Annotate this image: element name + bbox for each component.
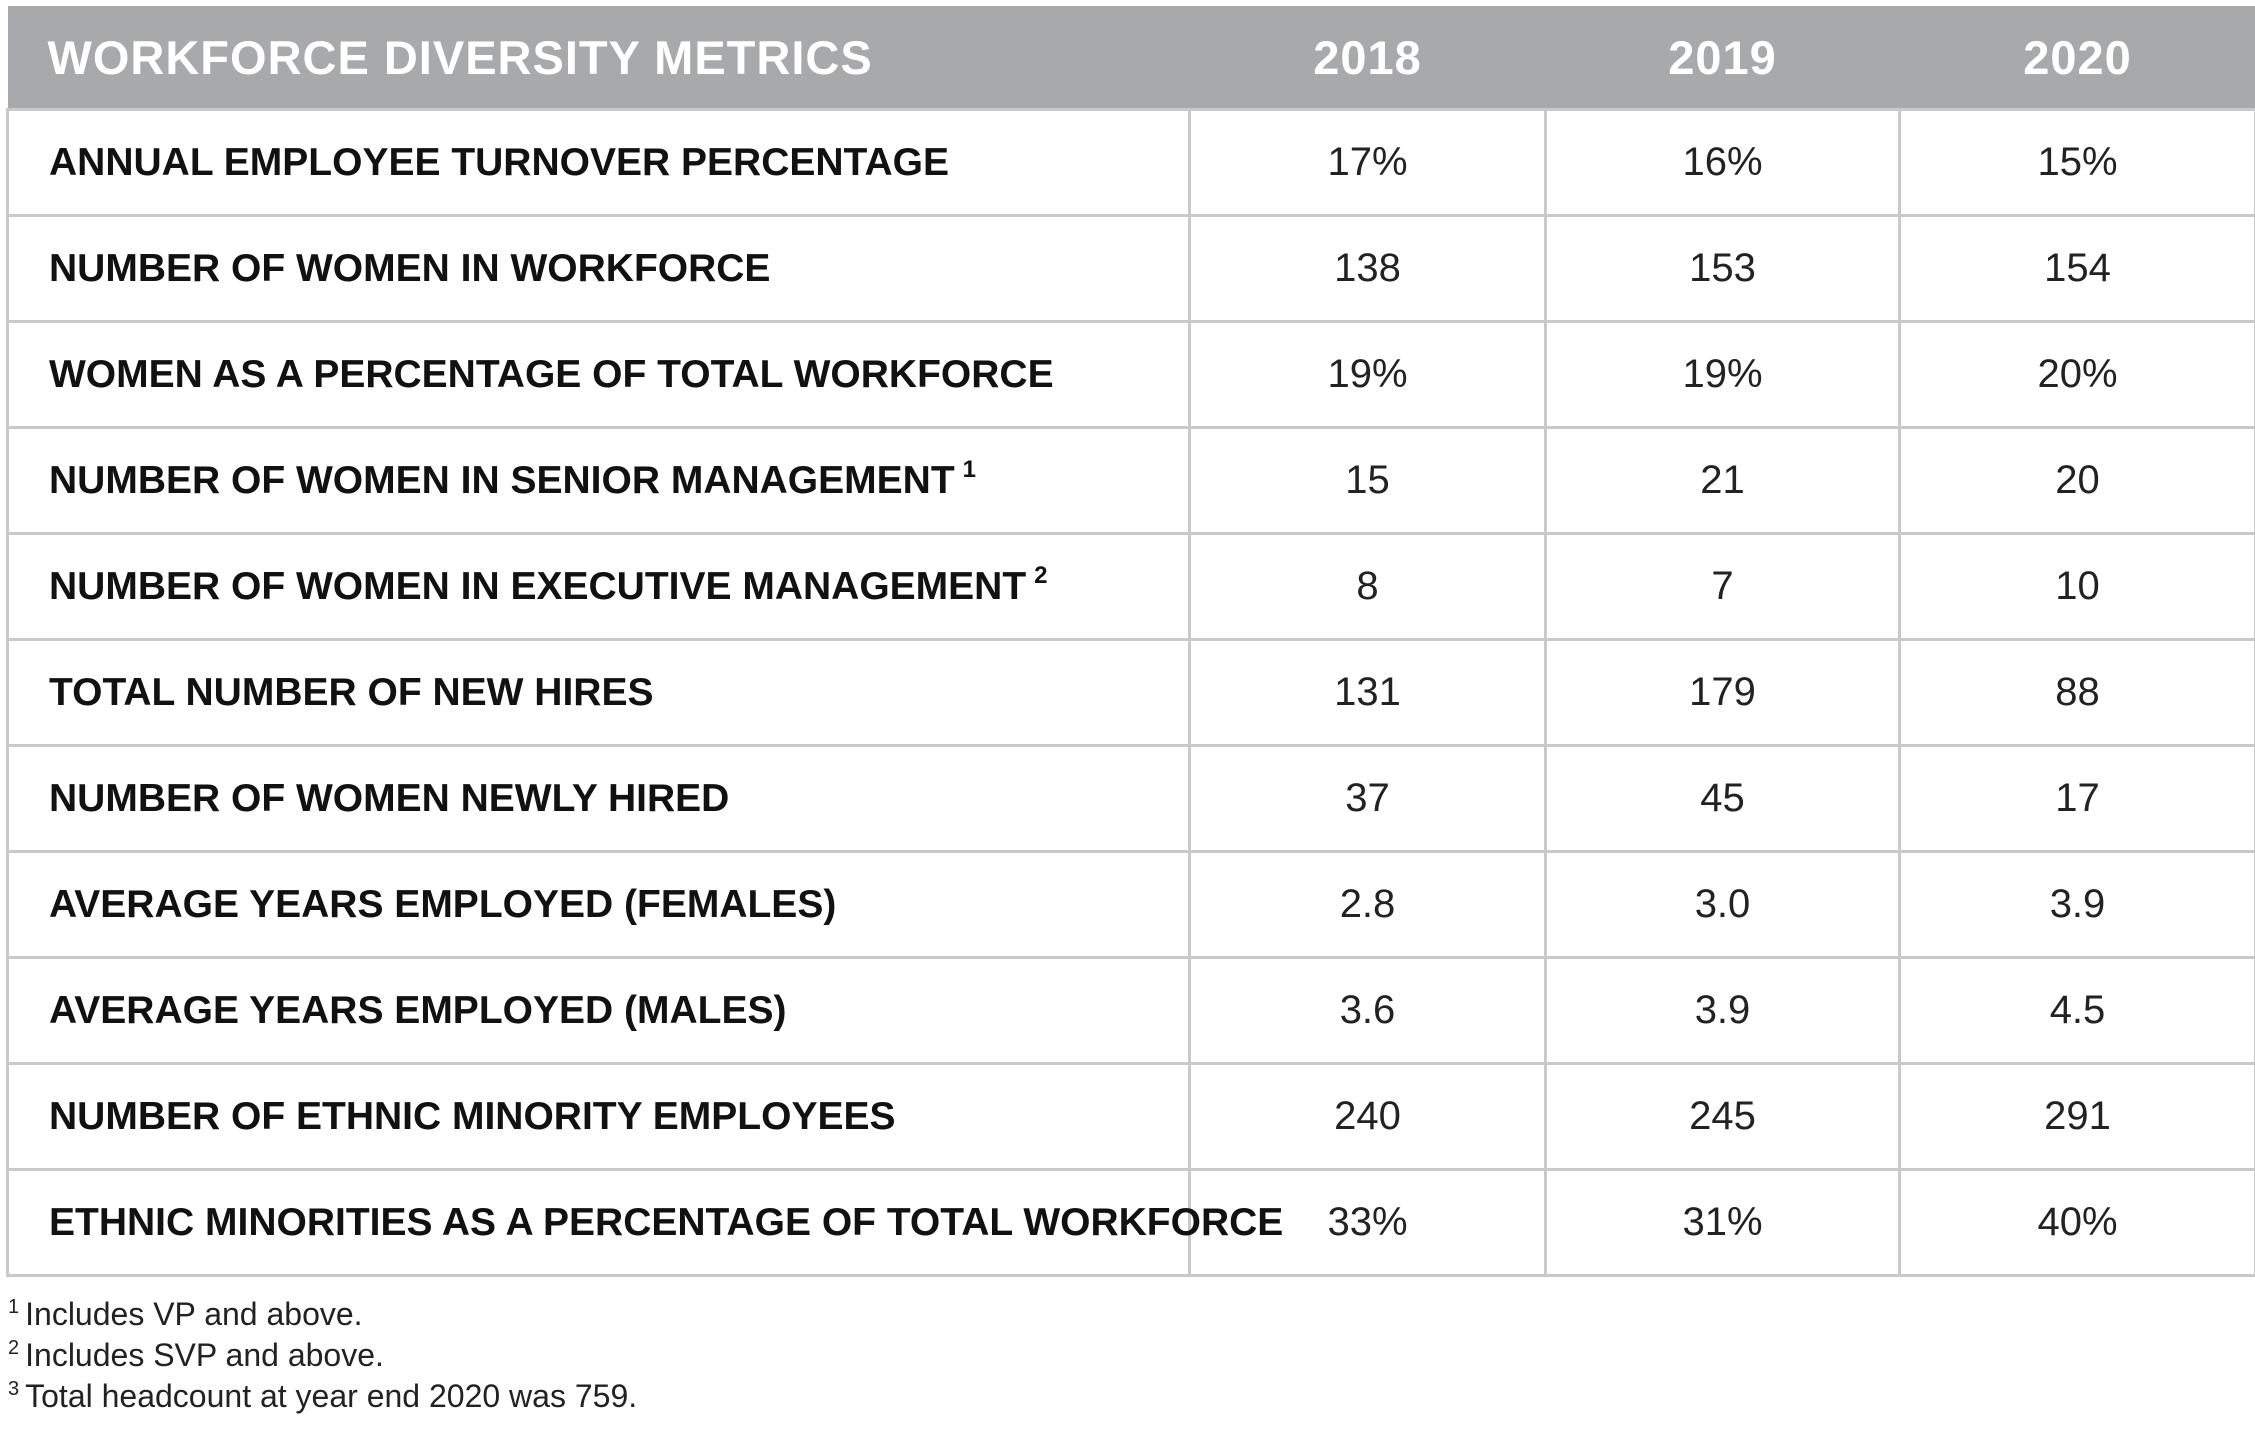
metric-value-2019: 21 [1544, 426, 1901, 535]
metric-label-cell: NUMBER OF ETHNIC MINORITY EMPLOYEES [6, 1062, 1191, 1171]
footnotes: 1 Includes VP and above. 2 Includes SVP and… [8, 1294, 637, 1417]
year-header-2019: 2019 [1545, 6, 1900, 110]
metric-label-cell: ANNUAL EMPLOYEE TURNOVER PERCENTAGE [6, 108, 1191, 217]
metric-label-cell: AVERAGE YEARS EMPLOYED (MALES) [6, 956, 1191, 1065]
metric-value-2018: 15 [1188, 426, 1547, 535]
table-row: NUMBER OF WOMEN IN SENIOR MANAGEMENT 1 15 2… [6, 426, 2255, 535]
metric-value-2020: 20 [1898, 426, 2255, 535]
metric-value-2020: 10 [1898, 532, 2255, 641]
metric-value-2019: 7 [1544, 532, 1901, 641]
table-row: AVERAGE YEARS EMPLOYED (MALES) 3.6 3.9 4.5 [6, 956, 2255, 1065]
metric-value-2018: 37 [1188, 744, 1547, 853]
year-header-2018: 2018 [1189, 6, 1546, 110]
metric-value-2020: 3.9 [1898, 850, 2255, 959]
table-body: ANNUAL EMPLOYEE TURNOVER PERCENTAGE 17% 16… [6, 108, 2255, 1277]
metric-value-2018: 19% [1188, 320, 1547, 429]
table-row: NUMBER OF WOMEN IN WORKFORCE 138 153 154 [6, 214, 2255, 323]
metric-value-2018: 2.8 [1188, 850, 1547, 959]
table-row: NUMBER OF ETHNIC MINORITY EMPLOYEES 240 24… [6, 1062, 2255, 1171]
metric-value-2018: 33% [1188, 1168, 1547, 1277]
metric-value-2019: 245 [1544, 1062, 1901, 1171]
metric-value-2019: 45 [1544, 744, 1901, 853]
metric-label: TOTAL NUMBER OF NEW HIRES [49, 670, 654, 714]
table-row: ETHNIC MINORITIES AS A PERCENTAGE OF TOT… [6, 1168, 2255, 1277]
metric-label-cell: NUMBER OF WOMEN NEWLY HIRED [6, 744, 1191, 853]
metric-value-2020: 88 [1898, 638, 2255, 747]
table-row: NUMBER OF WOMEN IN EXECUTIVE MANAGEMENT 2… [6, 532, 2255, 641]
metric-value-2020: 154 [1898, 214, 2255, 323]
metric-value-2020: 40% [1898, 1168, 2255, 1277]
table-row: ANNUAL EMPLOYEE TURNOVER PERCENTAGE 17% 16… [6, 108, 2255, 217]
metric-value-2020: 20% [1898, 320, 2255, 429]
metric-label-cell: ETHNIC MINORITIES AS A PERCENTAGE OF TOT… [6, 1168, 1283, 1277]
metric-label-cell: TOTAL NUMBER OF NEW HIRES [6, 638, 1191, 747]
footnote-text: Includes SVP and above. [25, 1337, 384, 1373]
metric-value-2019: 179 [1544, 638, 1901, 747]
metric-label-cell: NUMBER OF WOMEN IN EXECUTIVE MANAGEMENT 2 [6, 532, 1191, 641]
metric-value-2018: 17% [1188, 108, 1547, 217]
metric-label-cell: AVERAGE YEARS EMPLOYED (FEMALES) [6, 850, 1191, 959]
footnote-marker: 1 [962, 455, 977, 483]
footnote-text: Includes VP and above. [25, 1296, 363, 1332]
table-row: TOTAL NUMBER OF NEW HIRES 131 179 88 [6, 638, 2255, 747]
diversity-metrics-table-container: WORKFORCE DIVERSITY METRICS 2018 2019 20… [6, 6, 2255, 1277]
footnote-line: 1 Includes VP and above. [8, 1294, 637, 1335]
metric-value-2019: 19% [1544, 320, 1901, 429]
table-header-row: WORKFORCE DIVERSITY METRICS 2018 2019 20… [7, 6, 2255, 110]
metric-label: WOMEN AS A PERCENTAGE OF TOTAL WORKFORCE [49, 352, 1054, 396]
metric-label-cell: NUMBER OF WOMEN IN SENIOR MANAGEMENT 1 [6, 426, 1191, 535]
metric-value-2020: 4.5 [1898, 956, 2255, 1065]
metric-value-2020: 17 [1898, 744, 2255, 853]
metric-label-cell: NUMBER OF WOMEN IN WORKFORCE [6, 214, 1191, 323]
footnote-mark: 1 [8, 1296, 20, 1318]
table-row: WOMEN AS A PERCENTAGE OF TOTAL WORKFORCE… [6, 320, 2255, 429]
metric-label: NUMBER OF WOMEN IN EXECUTIVE MANAGEMENT [49, 564, 1027, 608]
year-header-2020: 2020 [1899, 6, 2255, 110]
metric-value-2019: 3.0 [1544, 850, 1901, 959]
footnote-text: Total headcount at year end 2020 was 759… [25, 1378, 638, 1414]
metric-value-2020: 15% [1898, 108, 2255, 217]
metric-value-2018: 240 [1188, 1062, 1547, 1171]
metric-value-2020: 291 [1898, 1062, 2255, 1171]
metric-label: NUMBER OF WOMEN NEWLY HIRED [49, 776, 730, 820]
footnote-line: 2 Includes SVP and above. [8, 1335, 637, 1376]
table-title: WORKFORCE DIVERSITY METRICS [7, 6, 1190, 110]
metric-value-2019: 16% [1544, 108, 1901, 217]
metric-value-2018: 131 [1188, 638, 1547, 747]
table-row: AVERAGE YEARS EMPLOYED (FEMALES) 2.8 3.0 3.… [6, 850, 2255, 959]
diversity-metrics-table: WORKFORCE DIVERSITY METRICS 2018 2019 20… [6, 6, 2255, 1277]
footnote-line: 3 Total headcount at year end 2020 was 75… [8, 1376, 637, 1417]
metric-value-2019: 3.9 [1544, 956, 1901, 1065]
metric-label: ETHNIC MINORITIES AS A PERCENTAGE OF TOT… [49, 1200, 1284, 1244]
metric-value-2018: 3.6 [1188, 956, 1547, 1065]
metric-label-cell: WOMEN AS A PERCENTAGE OF TOTAL WORKFORCE [6, 320, 1191, 429]
footnote-mark: 2 [8, 1337, 20, 1359]
metric-value-2018: 8 [1188, 532, 1547, 641]
metric-label: NUMBER OF WOMEN IN SENIOR MANAGEMENT [49, 458, 955, 502]
footnote-marker: 2 [1034, 561, 1048, 589]
metric-value-2019: 153 [1544, 214, 1901, 323]
metric-value-2019: 31% [1544, 1168, 1901, 1277]
metric-label: AVERAGE YEARS EMPLOYED (FEMALES) [49, 882, 837, 926]
metric-label: ANNUAL EMPLOYEE TURNOVER PERCENTAGE [49, 140, 949, 184]
table-row: NUMBER OF WOMEN NEWLY HIRED 37 45 17 [6, 744, 2255, 853]
metric-label: NUMBER OF ETHNIC MINORITY EMPLOYEES [49, 1094, 896, 1138]
footnote-mark: 3 [8, 1378, 20, 1400]
metric-label: AVERAGE YEARS EMPLOYED (MALES) [49, 988, 787, 1032]
metric-label: NUMBER OF WOMEN IN WORKFORCE [49, 246, 771, 290]
metric-value-2018: 138 [1188, 214, 1547, 323]
